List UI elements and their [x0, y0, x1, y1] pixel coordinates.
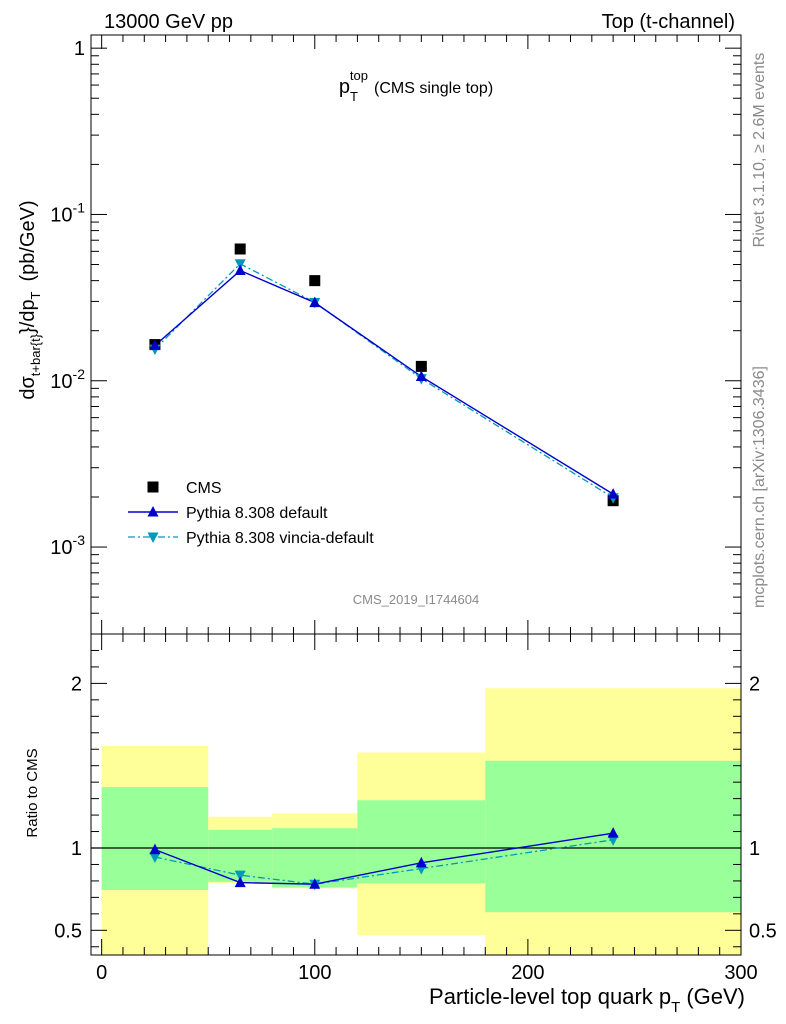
y-tick-label: 10-2	[50, 366, 85, 393]
legend-label: Pythia 8.308 default	[186, 505, 328, 522]
analysis-id-watermark: CMS_2019_I1744604	[353, 592, 480, 607]
main-panel: 10-3 10-2 10-1 1 pTtop(CMS single top) dσt+…	[17, 34, 742, 635]
x-tick-label: 200	[511, 962, 544, 984]
x-tick-label: 100	[298, 962, 331, 984]
ratio-vincia-point	[607, 835, 619, 846]
legend-vincia-marker	[147, 532, 159, 543]
cms-data-point	[309, 275, 321, 287]
ratio-default-point	[415, 856, 427, 868]
ratio-default-point	[309, 878, 321, 889]
ratio-vincia-line	[154, 839, 614, 885]
pythia-default-point	[149, 339, 161, 350]
rivet-version-note: Rivet 3.1.10, ≥ 2.6M events	[751, 53, 768, 248]
cms-data-point	[147, 481, 159, 493]
ratio-y-tick-label-right: 0.5	[749, 920, 777, 942]
ratio-y-tick-label: 2	[71, 673, 82, 695]
y-axis-title-text: dσt+bar{t}}/dpT(pb/GeV)	[17, 200, 43, 399]
ratio-y-tick-label: 1	[71, 838, 82, 860]
pythia-default-point	[415, 370, 427, 382]
ratio-default-point	[234, 876, 246, 888]
x-tick-label: 0	[96, 962, 107, 984]
y-tick-label: 10-1	[50, 199, 85, 226]
mcplots-source-note: mcplots.cern.ch [arXiv:1306.3436]	[751, 366, 768, 608]
vincia-line	[154, 263, 614, 499]
ratio-y-tick-label-right: 1	[749, 838, 760, 860]
pythia-default-point	[234, 264, 246, 276]
legend-default-marker	[147, 506, 159, 517]
y-axis-title: dσt+bar{t}}/dpT(pb/GeV)	[17, 200, 43, 399]
legend-label: Pythia 8.308 vincia-default	[186, 530, 374, 547]
ratio-default-point	[607, 827, 619, 838]
header-process-label: Top (t-channel)	[602, 11, 735, 33]
plot-title: pTtop(CMS single top)	[339, 68, 493, 104]
pythia-default-point	[607, 488, 619, 499]
ratio-y-tick-label-right: 2	[749, 673, 760, 695]
pythia-default-line	[154, 269, 614, 495]
cms-data-point	[415, 360, 427, 372]
x-tick-label: 300	[724, 962, 757, 984]
legend-label: CMS	[186, 480, 222, 497]
ratio-default-point	[149, 843, 161, 855]
pythia-default-point	[309, 296, 321, 308]
ratio-panel: 0 100 200 300 0.5 0.5 1 1 2 2 Ratio to CMS Partic…	[24, 633, 777, 1016]
y-tick-label: 10-3	[50, 532, 85, 559]
uncertainty-band-inner	[101, 787, 209, 890]
ratio-vincia-point	[149, 852, 161, 864]
cms-data-point	[234, 243, 246, 255]
ratio-panel-frame	[90, 633, 742, 956]
x-axis-title: Particle-level top quark pT (GeV)	[429, 984, 745, 1016]
uncertainty-band-inner	[272, 828, 358, 888]
y-tick-label: 1	[74, 38, 85, 60]
ratio-vincia-point	[234, 870, 246, 882]
legend: CMS Pythia 8.308 default Pythia 8.308 vinc…	[128, 480, 374, 547]
header-energy-label: 13000 GeV pp	[104, 11, 233, 33]
ratio-y-tick-label: 0.5	[54, 920, 82, 942]
ratio-axis-title: Ratio to CMS	[24, 748, 41, 837]
